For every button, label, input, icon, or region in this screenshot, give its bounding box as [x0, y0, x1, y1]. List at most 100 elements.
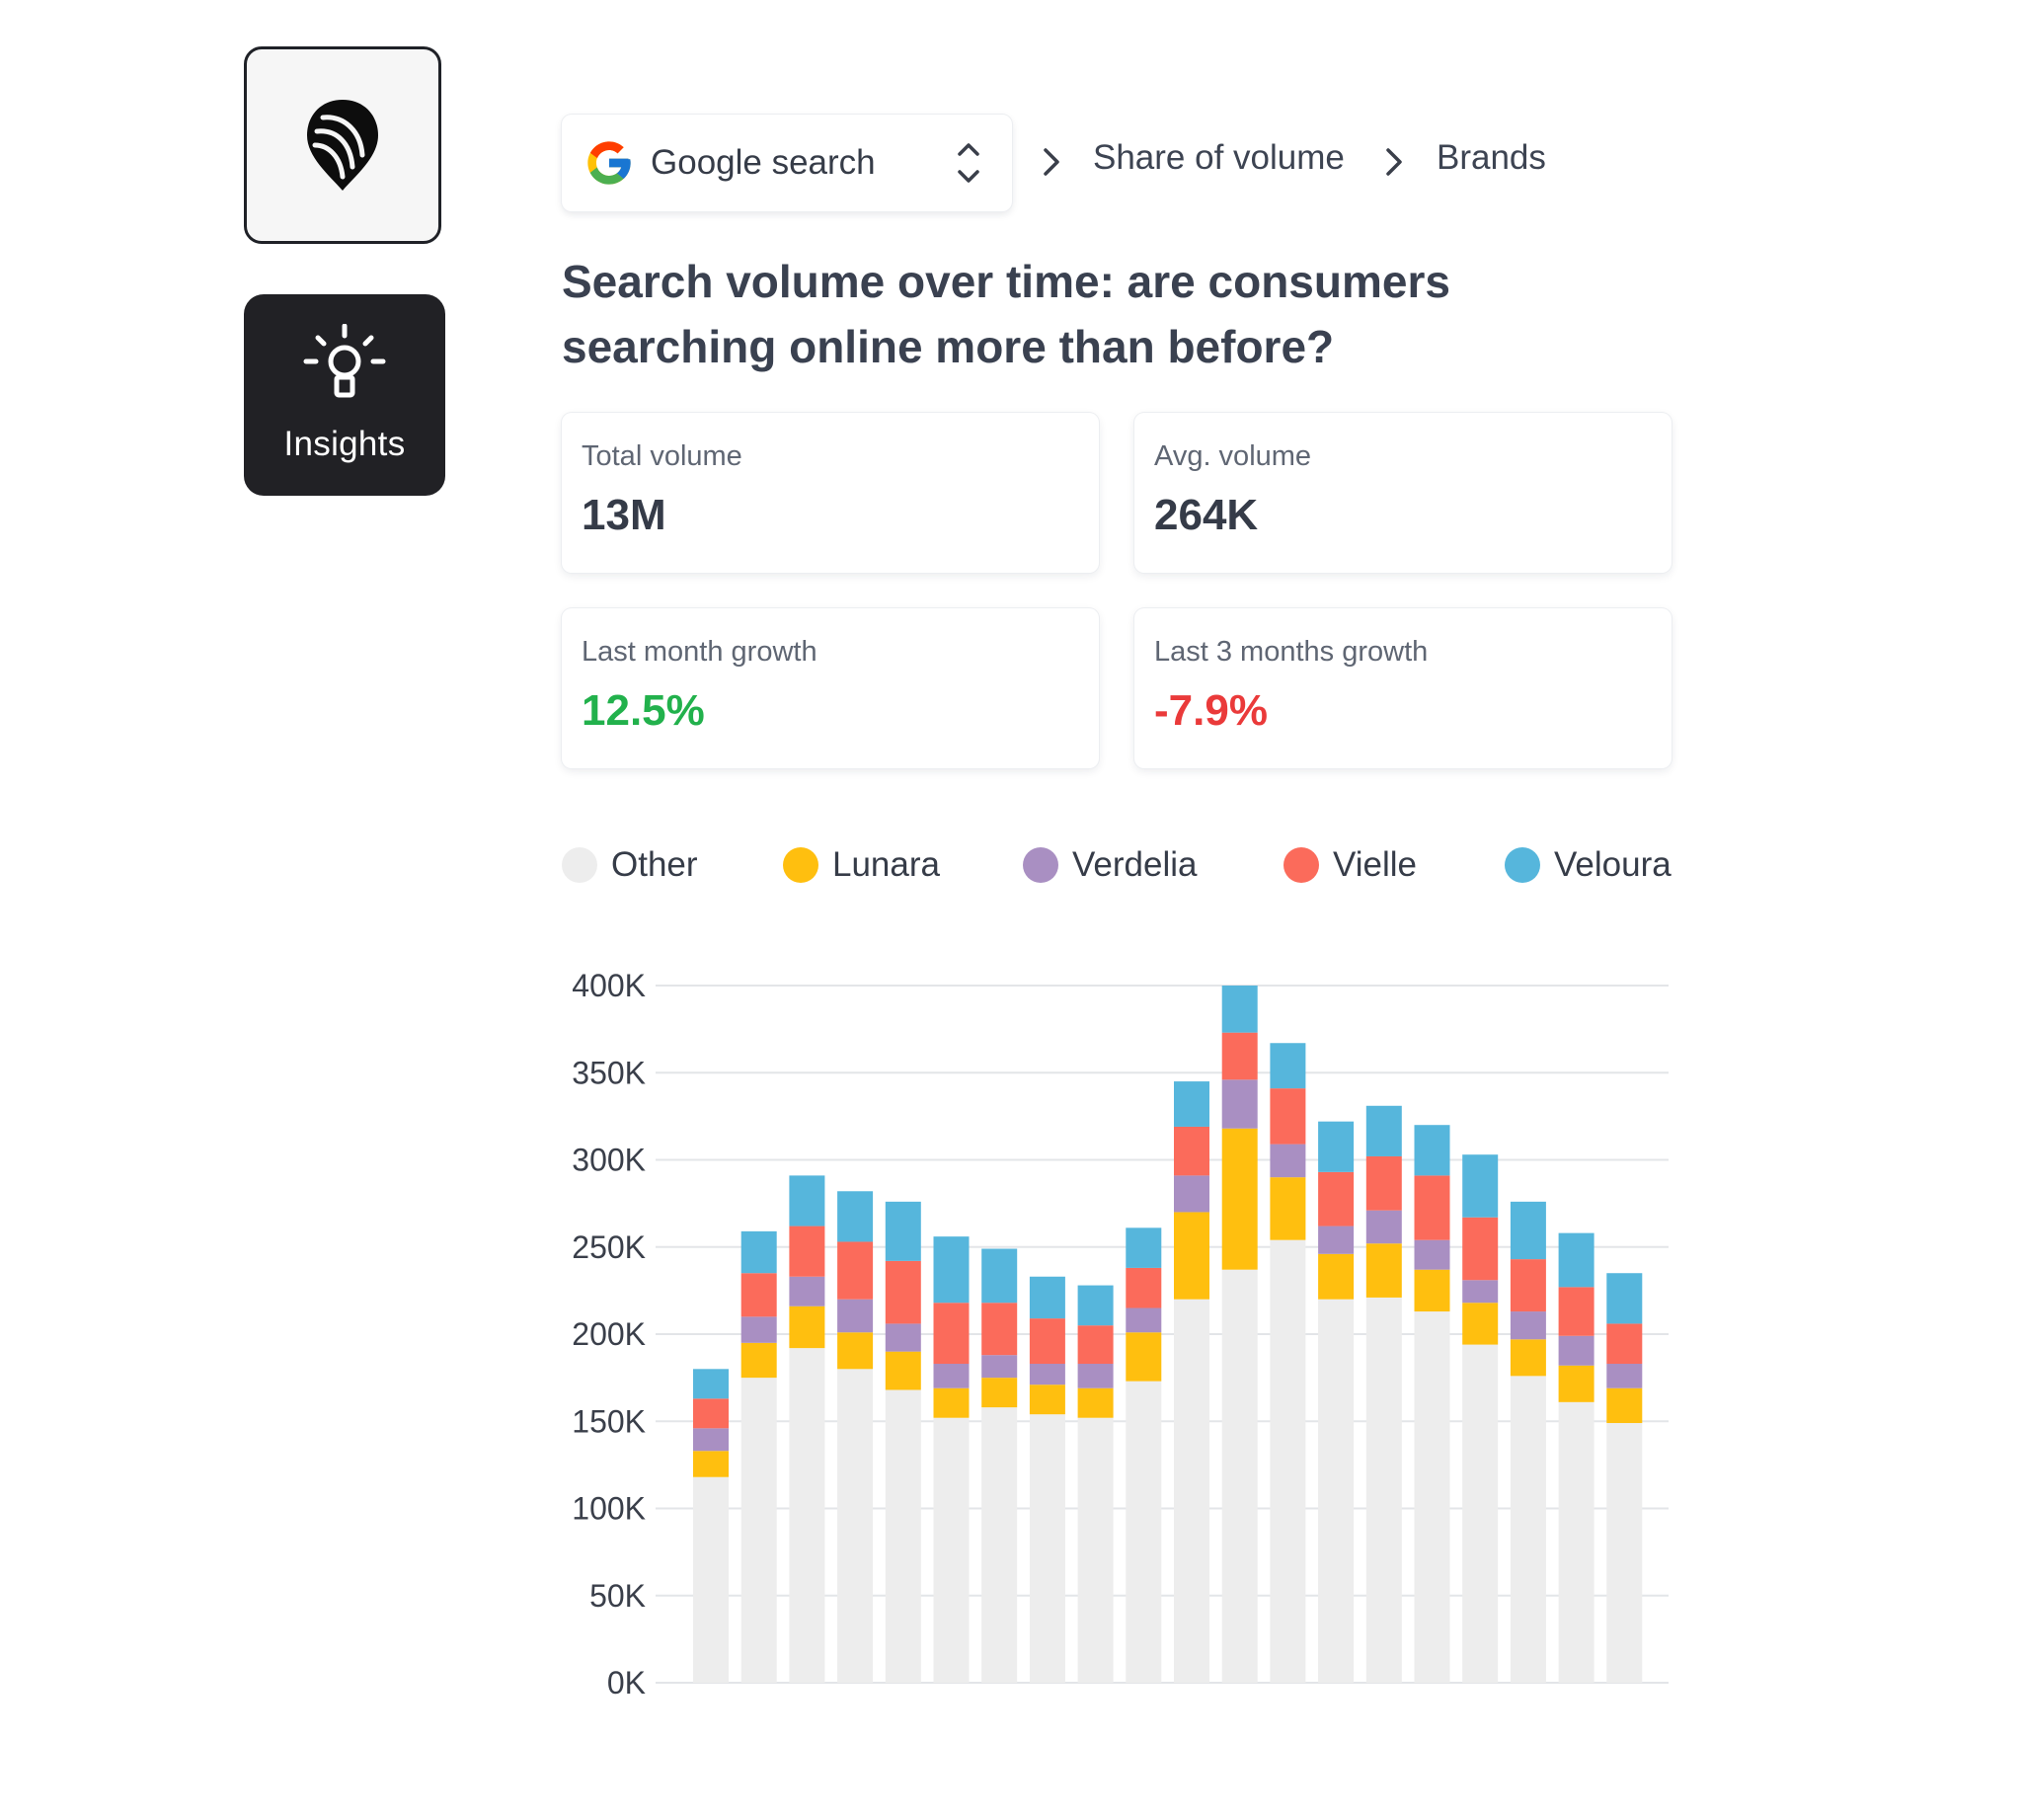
bar-segment-vielle[interactable]	[1558, 1287, 1594, 1336]
bar-segment-other[interactable]	[1365, 1297, 1402, 1683]
bar-segment-verdelia[interactable]	[1174, 1175, 1209, 1213]
bar-segment-veloura[interactable]	[693, 1369, 729, 1399]
bar-segment-vielle[interactable]	[1606, 1323, 1643, 1365]
bar-segment-other[interactable]	[789, 1348, 825, 1683]
bar-segment-vielle[interactable]	[1414, 1175, 1450, 1240]
bar-segment-lunara[interactable]	[1414, 1269, 1450, 1312]
bar-segment-other[interactable]	[693, 1476, 729, 1683]
bar-segment-vielle[interactable]	[1126, 1267, 1162, 1308]
bar-segment-lunara[interactable]	[1029, 1385, 1065, 1415]
bar-segment-lunara[interactable]	[1365, 1243, 1402, 1298]
source-select[interactable]: Google search	[562, 115, 1012, 211]
bar-segment-lunara[interactable]	[1221, 1128, 1258, 1270]
bar-segment-lunara[interactable]	[740, 1342, 777, 1379]
bar-segment-vielle[interactable]	[1365, 1155, 1402, 1211]
bar-segment-verdelia[interactable]	[1077, 1364, 1114, 1388]
breadcrumb-brands[interactable]: Brands	[1437, 138, 1546, 177]
bar-segment-veloura[interactable]	[885, 1201, 921, 1261]
bar-segment-verdelia[interactable]	[933, 1364, 970, 1388]
bar-segment-verdelia[interactable]	[981, 1355, 1018, 1379]
bar-segment-other[interactable]	[1174, 1299, 1209, 1683]
bar-segment-vielle[interactable]	[981, 1303, 1018, 1356]
bar-segment-veloura[interactable]	[933, 1236, 970, 1304]
bar-segment-lunara[interactable]	[1558, 1365, 1594, 1402]
bar-segment-vielle[interactable]	[933, 1303, 970, 1365]
bar-segment-other[interactable]	[1029, 1414, 1065, 1683]
bar-segment-lunara[interactable]	[789, 1306, 825, 1349]
bar-segment-other[interactable]	[1221, 1269, 1258, 1683]
bar-segment-other[interactable]	[1414, 1311, 1450, 1683]
bar-segment-veloura[interactable]	[1510, 1201, 1546, 1260]
bar-segment-other[interactable]	[1318, 1299, 1355, 1683]
bar-segment-lunara[interactable]	[1510, 1339, 1546, 1377]
bar-segment-verdelia[interactable]	[1510, 1311, 1546, 1340]
bar-segment-verdelia[interactable]	[1318, 1226, 1355, 1254]
bar-segment-lunara[interactable]	[1462, 1303, 1499, 1345]
bar-segment-verdelia[interactable]	[1462, 1280, 1499, 1304]
bar-segment-vielle[interactable]	[885, 1260, 921, 1324]
bar-segment-veloura[interactable]	[981, 1248, 1018, 1304]
bar-segment-veloura[interactable]	[837, 1191, 874, 1242]
bar-segment-vielle[interactable]	[837, 1241, 874, 1300]
bar-segment-other[interactable]	[1606, 1423, 1643, 1683]
bar-segment-veloura[interactable]	[1077, 1285, 1114, 1326]
bar-segment-veloura[interactable]	[1221, 986, 1258, 1033]
bar-segment-veloura[interactable]	[1318, 1121, 1355, 1172]
legend-item-verdelia[interactable]: Verdelia	[1023, 845, 1197, 885]
bar-segment-veloura[interactable]	[1029, 1276, 1065, 1319]
bar-segment-vielle[interactable]	[1029, 1318, 1065, 1365]
bar-segment-veloura[interactable]	[1414, 1125, 1450, 1176]
bar-segment-veloura[interactable]	[740, 1230, 777, 1274]
bar-segment-lunara[interactable]	[981, 1378, 1018, 1408]
bar-segment-verdelia[interactable]	[1126, 1307, 1162, 1333]
bar-segment-verdelia[interactable]	[1270, 1144, 1306, 1178]
bar-segment-verdelia[interactable]	[1414, 1239, 1450, 1270]
bar-segment-lunara[interactable]	[885, 1351, 921, 1390]
bar-segment-lunara[interactable]	[1077, 1387, 1114, 1418]
bar-segment-verdelia[interactable]	[885, 1323, 921, 1352]
bar-segment-veloura[interactable]	[1174, 1081, 1209, 1127]
bar-segment-veloura[interactable]	[1126, 1227, 1162, 1268]
bar-segment-other[interactable]	[1510, 1376, 1546, 1683]
bar-segment-vielle[interactable]	[693, 1398, 729, 1429]
bar-segment-lunara[interactable]	[1270, 1177, 1306, 1240]
bar-segment-lunara[interactable]	[693, 1451, 729, 1477]
bar-segment-verdelia[interactable]	[1365, 1210, 1402, 1244]
bar-segment-verdelia[interactable]	[740, 1316, 777, 1343]
bar-segment-veloura[interactable]	[1462, 1154, 1499, 1218]
bar-segment-other[interactable]	[740, 1378, 777, 1683]
bar-segment-lunara[interactable]	[837, 1332, 874, 1370]
bar-segment-verdelia[interactable]	[1029, 1364, 1065, 1385]
bar-segment-other[interactable]	[933, 1417, 970, 1683]
bar-segment-verdelia[interactable]	[789, 1276, 825, 1306]
legend-item-lunara[interactable]: Lunara	[783, 845, 940, 885]
bar-segment-other[interactable]	[1270, 1239, 1306, 1683]
bar-segment-veloura[interactable]	[1365, 1105, 1402, 1156]
bar-segment-vielle[interactable]	[1510, 1259, 1546, 1312]
bar-segment-lunara[interactable]	[933, 1387, 970, 1418]
bar-segment-lunara[interactable]	[1126, 1332, 1162, 1382]
bar-segment-vielle[interactable]	[1462, 1217, 1499, 1281]
bar-segment-veloura[interactable]	[1606, 1273, 1643, 1324]
bar-segment-other[interactable]	[981, 1407, 1018, 1683]
bar-segment-verdelia[interactable]	[1606, 1364, 1643, 1388]
bar-segment-lunara[interactable]	[1606, 1387, 1643, 1424]
bar-segment-lunara[interactable]	[1174, 1212, 1209, 1300]
bar-segment-verdelia[interactable]	[1221, 1079, 1258, 1129]
bar-segment-other[interactable]	[1558, 1401, 1594, 1683]
bar-segment-lunara[interactable]	[1318, 1253, 1355, 1300]
bar-segment-other[interactable]	[1126, 1381, 1162, 1683]
bar-segment-veloura[interactable]	[789, 1175, 825, 1227]
legend-item-other[interactable]: Other	[562, 845, 698, 885]
bar-segment-other[interactable]	[885, 1389, 921, 1683]
bar-segment-vielle[interactable]	[1174, 1126, 1209, 1176]
bar-segment-other[interactable]	[837, 1369, 874, 1683]
bar-segment-vielle[interactable]	[1318, 1171, 1355, 1227]
legend-item-vielle[interactable]: Vielle	[1283, 845, 1417, 885]
bar-segment-vielle[interactable]	[789, 1226, 825, 1277]
bar-segment-vielle[interactable]	[1077, 1325, 1114, 1365]
bar-segment-vielle[interactable]	[740, 1273, 777, 1317]
bar-segment-verdelia[interactable]	[693, 1428, 729, 1452]
bar-segment-other[interactable]	[1462, 1344, 1499, 1683]
bar-segment-vielle[interactable]	[1270, 1088, 1306, 1145]
